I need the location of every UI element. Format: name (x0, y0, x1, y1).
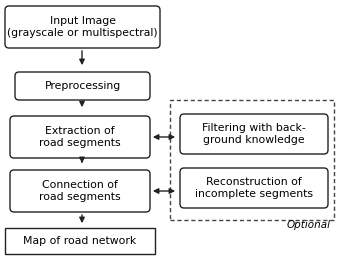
Text: Optional: Optional (287, 220, 331, 230)
Text: Extraction of
road segments: Extraction of road segments (39, 126, 121, 148)
Text: Reconstruction of
incomplete segments: Reconstruction of incomplete segments (195, 177, 313, 199)
FancyBboxPatch shape (5, 6, 160, 48)
Text: Map of road network: Map of road network (23, 236, 137, 246)
Text: Connection of
road segments: Connection of road segments (39, 180, 121, 202)
Bar (170, 100, 334, 220)
FancyBboxPatch shape (10, 116, 150, 158)
Bar (5, 228, 155, 254)
Text: Input Image
(grayscale or multispectral): Input Image (grayscale or multispectral) (7, 16, 158, 38)
FancyBboxPatch shape (180, 114, 328, 154)
FancyBboxPatch shape (180, 168, 328, 208)
FancyBboxPatch shape (15, 72, 150, 100)
Text: Preprocessing: Preprocessing (45, 81, 121, 91)
FancyBboxPatch shape (10, 170, 150, 212)
Text: Filtering with back-
ground knowledge: Filtering with back- ground knowledge (202, 123, 306, 145)
